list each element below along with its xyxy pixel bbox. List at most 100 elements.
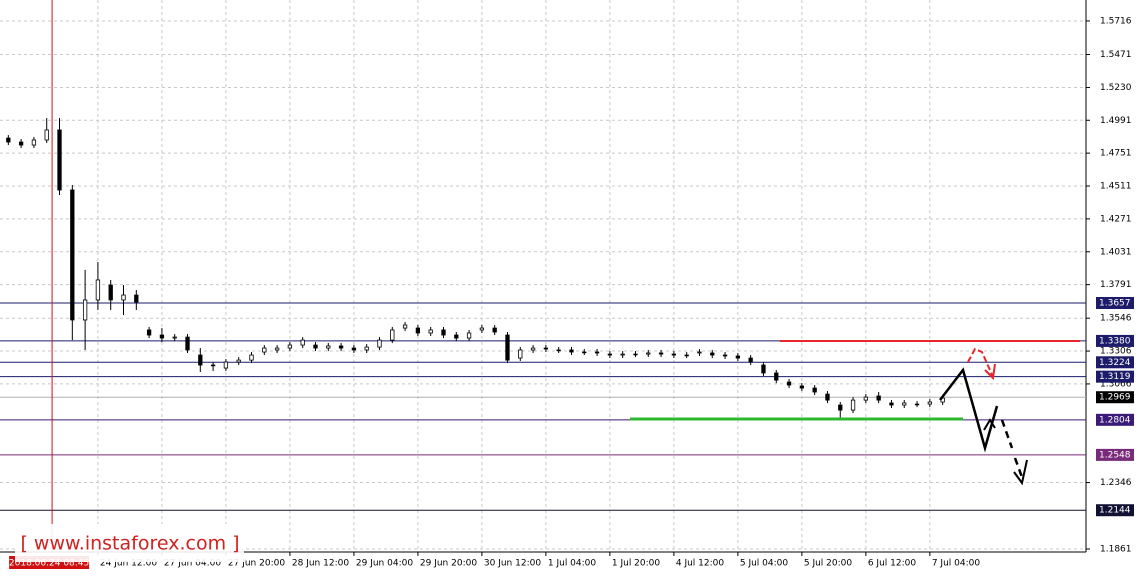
x-tick-label: 5 Jul 20:00 [804,559,853,569]
candle-body [146,329,152,336]
forecast-arrow-head [1013,459,1028,486]
candle-body [300,339,305,346]
candles [6,118,945,419]
candle-body [70,189,75,321]
candle-body [889,402,894,406]
candle-body [441,329,446,336]
level-label: 1.2969 [1099,393,1131,403]
alt-arrow-head [984,363,996,381]
candle-body [556,349,561,352]
x-tick-label: 4 Jul 12:00 [676,559,725,569]
candle-body [671,353,677,356]
candle-body [415,327,421,334]
candle-body [697,351,702,354]
candle-body [351,347,357,351]
cursor-label: 2018.06.24 08:45 [9,559,89,569]
candle-body [748,357,753,363]
candle-body [31,139,37,146]
candle-body [326,345,331,349]
y-tick-label: 1.3066 [1100,379,1132,389]
y-tick-label: 1.3306 [1100,347,1132,357]
y-tick-label: 1.1861 [1100,544,1132,554]
candle-body [543,347,549,350]
candle-body [134,294,139,303]
candle-body [761,364,766,374]
levels: 1.3657 1.3380 1.3224 1.3119 1.2969 1.2804 1.25… [0,296,1134,517]
x-tick-label: 1 Jul 04:00 [548,559,597,569]
candle-body [466,332,472,339]
x-tick-label: 7 Jul 04:00 [932,559,981,569]
x-tick-label: 29 Jun 20:00 [420,559,477,569]
candle-body [518,349,523,359]
y-tick-label: 1.4031 [1100,247,1132,257]
y-tick-label: 1.5471 [1100,50,1132,60]
candle-body [620,353,625,356]
y-tick-label: 1.4271 [1100,214,1132,224]
y-tick-label: 1.4511 [1100,182,1132,192]
alt-arrow [967,347,994,378]
candle-body [582,351,587,354]
y-tick-label: 1.2346 [1100,478,1132,488]
level-label: 1.2144 [1099,506,1131,516]
candle-body [479,327,485,331]
y-tick-label: 1.5716 [1100,16,1132,26]
candle-body [262,347,267,353]
level-label-box [1096,370,1134,383]
candle-body [82,299,88,321]
candle-body [95,279,101,301]
candle-body [338,345,344,349]
candle-body [390,329,395,341]
candle-body [850,399,856,411]
candle-body [159,334,165,339]
candle-body [287,344,293,349]
y-tick-label: 1.4751 [1100,149,1132,159]
candle-body [18,141,24,146]
level-label-box [1096,334,1134,347]
candle-body [825,393,830,401]
forecast-dashed [1013,457,1025,481]
level-label-box [1096,391,1134,404]
level-label-box [1096,413,1134,426]
y-tick-label: 1.3791 [1100,280,1132,290]
level-label: 1.2548 [1099,450,1131,460]
watermark-box [15,524,244,562]
candle-body [838,404,843,411]
candle-body [722,354,728,357]
candle-body [530,347,536,351]
candle-body [6,137,11,143]
candle-body [812,387,817,393]
candle-body [774,372,779,381]
x-tick-label: 27 Jun 04:00 [164,559,221,569]
candle-body [223,361,229,369]
level-label: 1.3224 [1099,358,1131,368]
x-tick-label: 1 Jul 20:00 [612,559,661,569]
level-label: 1.2804 [1099,415,1131,425]
candle-body [236,359,241,363]
candle-body [57,129,62,191]
candle-body [402,324,408,329]
y-tick-label: 1.4991 [1100,116,1132,126]
x-tick-label: 27 Jun 20:00 [228,559,285,569]
candle-body [569,349,574,353]
candle-body [198,354,203,366]
candle-body [454,334,459,339]
candle-body [108,284,113,301]
candle-body [710,352,715,356]
level-label-box [1096,448,1134,461]
x-tick-label: 5 Jul 04:00 [740,559,789,569]
candle-body [249,354,254,361]
level-label-box [1096,296,1134,309]
candle-body [902,402,907,406]
watermark: [ www.instaforex.com ] [20,533,239,555]
forecast-dashed [1000,419,1014,449]
level-label-box [1096,356,1134,369]
candle-body [121,294,126,301]
forecast-arrow-head [983,418,996,431]
y-tick-label: 1.3546 [1100,314,1132,324]
y-tick-label: 1.5230 [1100,83,1132,93]
candle-body [377,339,382,348]
candle-body [185,336,190,351]
candle-body [492,327,497,333]
